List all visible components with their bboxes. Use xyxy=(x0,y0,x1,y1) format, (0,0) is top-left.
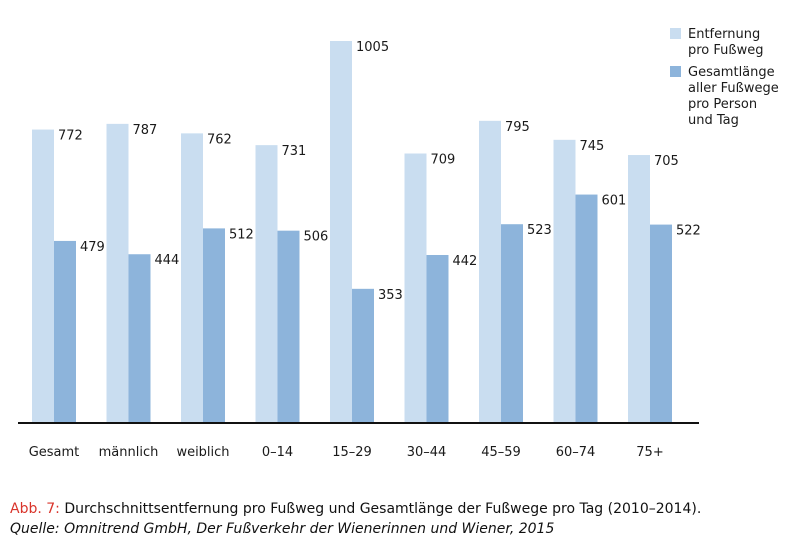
value-label-entfernung-8: 705 xyxy=(654,154,679,169)
category-ticks-group: Gesamt männlich weiblich 0–14 15–29 30–44 45–5… xyxy=(29,445,664,460)
value-label-gesamtlaenge-0: 479 xyxy=(80,240,105,255)
value-label-gesamtlaenge-6: 523 xyxy=(527,223,552,238)
legend-text-0-0: Entfernung xyxy=(688,27,760,42)
bar-entfernung-1 xyxy=(106,123,129,423)
legend-swatch-1 xyxy=(670,66,681,77)
bar-chart: 772 479 787 444 762 512 731 506 1005 353 709 442 795… xyxy=(18,27,779,460)
bar-entfernung-3 xyxy=(255,145,278,423)
value-label-gesamtlaenge-7: 601 xyxy=(602,194,627,209)
value-label-entfernung-4: 1005 xyxy=(356,40,389,55)
bar-gesamtlaenge-8 xyxy=(650,224,672,423)
bar-entfernung-5 xyxy=(404,153,427,423)
value-label-gesamtlaenge-1: 444 xyxy=(155,253,180,268)
category-tick-8: 75+ xyxy=(636,445,663,460)
caption-title: Durchschnittsentfernung pro Fußweg und G… xyxy=(64,501,702,517)
legend-text-1-1: aller Fußwege xyxy=(688,81,779,96)
bar-gesamtlaenge-5 xyxy=(426,254,449,423)
category-tick-7: 60–74 xyxy=(556,445,596,460)
category-tick-6: 45–59 xyxy=(481,445,521,460)
bar-gesamtlaenge-6 xyxy=(501,224,523,423)
value-label-entfernung-6: 795 xyxy=(505,120,530,135)
bar-entfernung-4 xyxy=(330,41,352,423)
category-tick-0: Gesamt xyxy=(29,445,80,460)
bar-gesamtlaenge-4 xyxy=(352,288,374,423)
category-tick-1: männlich xyxy=(99,445,159,460)
value-label-entfernung-2: 762 xyxy=(207,132,232,147)
value-label-gesamtlaenge-8: 522 xyxy=(676,224,701,239)
value-labels-group: 772 479 787 444 762 512 731 506 1005 353 709 442 795… xyxy=(58,40,701,303)
legend-text-1-2: pro Person xyxy=(688,97,757,112)
bar-gesamtlaenge-7 xyxy=(575,194,598,423)
bar-entfernung-2 xyxy=(181,133,203,423)
bar-gesamtlaenge-2 xyxy=(203,228,225,423)
category-tick-3: 0–14 xyxy=(262,445,293,460)
value-label-entfernung-5: 709 xyxy=(431,153,456,168)
value-label-gesamtlaenge-3: 506 xyxy=(304,230,329,245)
bars-group xyxy=(32,41,672,424)
value-label-gesamtlaenge-5: 442 xyxy=(453,254,478,269)
value-label-gesamtlaenge-4: 353 xyxy=(378,288,403,303)
value-label-entfernung-3: 731 xyxy=(282,144,307,159)
value-label-entfernung-7: 745 xyxy=(580,139,605,154)
value-label-gesamtlaenge-2: 512 xyxy=(229,227,254,242)
legend-text-1-0: Gesamtlänge xyxy=(688,65,775,80)
legend-text-0-1: pro Fußweg xyxy=(688,43,763,58)
legend-swatch-0 xyxy=(670,28,681,39)
bar-gesamtlaenge-1 xyxy=(128,254,151,423)
caption-source: Quelle: Omnitrend GmbH, Der Fußverkehr d… xyxy=(10,521,555,537)
bar-gesamtlaenge-3 xyxy=(277,230,300,423)
bar-gesamtlaenge-0 xyxy=(54,240,76,423)
value-label-entfernung-1: 787 xyxy=(133,123,158,138)
category-tick-4: 15–29 xyxy=(332,445,372,460)
caption-prefix: Abb. 7: xyxy=(10,501,65,517)
bar-entfernung-0 xyxy=(32,129,54,424)
bar-entfernung-6 xyxy=(479,120,501,423)
category-tick-2: weiblich xyxy=(176,445,229,460)
bar-entfernung-7 xyxy=(553,139,576,423)
value-label-entfernung-0: 772 xyxy=(58,129,83,144)
legend-text-1-3: und Tag xyxy=(688,113,739,128)
figure-caption: Abb. 7: Durchschnittsentfernung pro Fußw… xyxy=(10,499,780,539)
bar-entfernung-8 xyxy=(628,155,650,423)
category-tick-5: 30–44 xyxy=(407,445,447,460)
